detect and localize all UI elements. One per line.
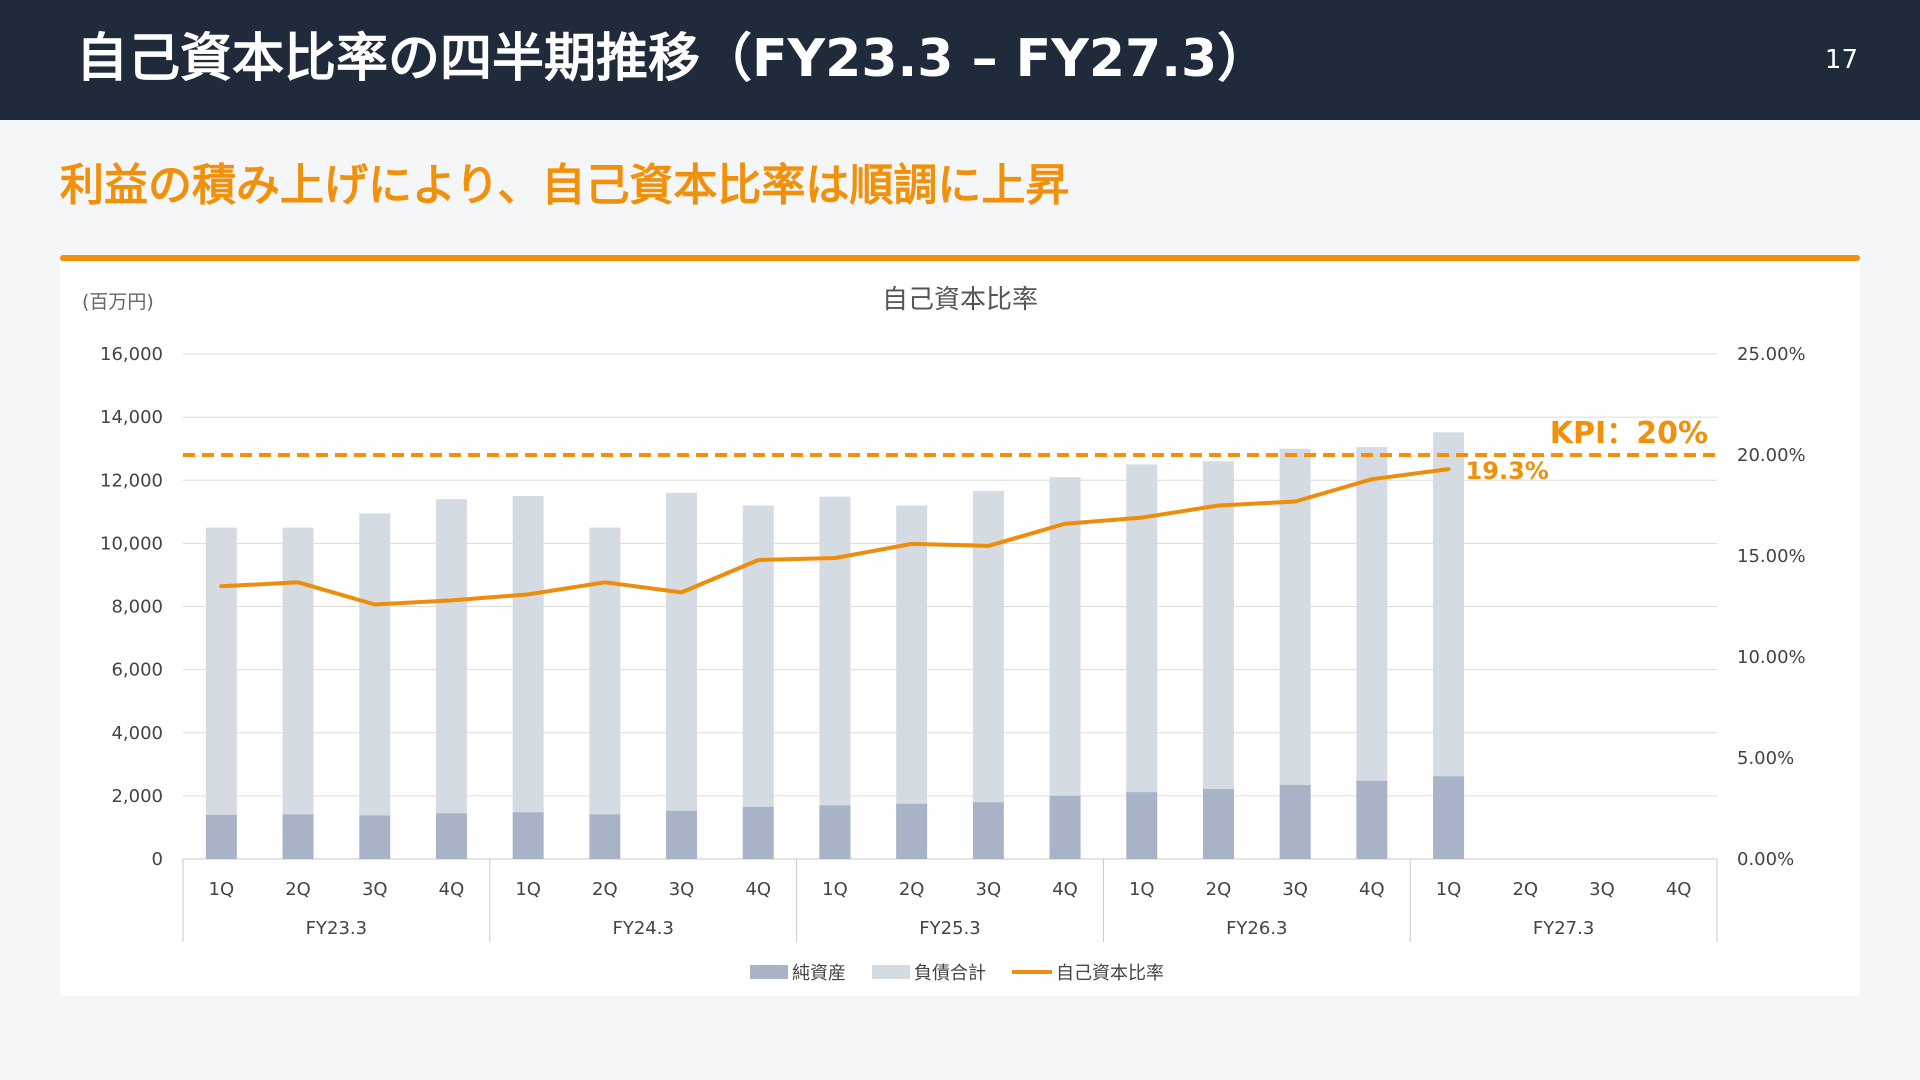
- y-right-tick-label: 15.00%: [1737, 546, 1806, 567]
- bar-liabilities: [1126, 464, 1158, 793]
- y-axis-unit-label: (百万円): [82, 291, 154, 313]
- bar-net-assets: [1202, 788, 1234, 859]
- bar-liabilities: [1279, 448, 1311, 785]
- x-group-label: FY24.3: [612, 918, 673, 939]
- equity-ratio-chart: 自己資本比率 (百万円) 0 2,000 4,000 6,000 8,000 10,000 12…: [82, 285, 1806, 984]
- x-tick-label: 4Q: [439, 879, 465, 900]
- bar-net-assets: [282, 814, 314, 859]
- bar-liabilities: [282, 527, 314, 815]
- x-tick-label: 2Q: [285, 879, 311, 900]
- bar-net-assets: [512, 812, 544, 859]
- x-tick-label: 4Q: [745, 879, 771, 900]
- legend-swatch-net-assets: [750, 965, 788, 979]
- chart-panel: 自己資本比率 (百万円) 0 2,000 4,000 6,000 8,000 10,000 12…: [60, 262, 1860, 996]
- y-left-tick-label: 16,000: [100, 344, 163, 365]
- bar-liabilities: [512, 496, 544, 813]
- x-tick-label: 3Q: [976, 879, 1002, 900]
- x-tick-label: 3Q: [362, 879, 388, 900]
- bar-net-assets: [1126, 792, 1158, 859]
- bar-net-assets: [359, 815, 391, 859]
- bar-net-assets: [1279, 784, 1311, 859]
- y-left-tick-label: 12,000: [100, 470, 163, 491]
- bar-net-assets: [666, 810, 698, 859]
- bar-liabilities: [435, 499, 467, 814]
- bar-liabilities: [1049, 477, 1081, 796]
- x-tick-label: 3Q: [1282, 879, 1308, 900]
- legend-label-equity-ratio: 自己資本比率: [1056, 963, 1164, 984]
- bar-net-assets: [819, 805, 851, 859]
- annotation-latest-ratio: 19.3%: [1466, 457, 1549, 485]
- y-right-tick-label: 5.00%: [1737, 748, 1794, 769]
- y-left-tick-label: 8,000: [111, 597, 163, 618]
- header-bar: 自己資本比率の四半期推移（FY23.3 – FY27.3） 17: [0, 0, 1920, 120]
- legend-swatch-liabilities: [872, 965, 910, 979]
- x-group-label: FY27.3: [1533, 918, 1594, 939]
- legend-label-liabilities: 負債合計: [914, 963, 986, 984]
- y-left-tick-label: 2,000: [111, 786, 163, 807]
- bar-liabilities: [896, 505, 928, 804]
- page-title: 自己資本比率の四半期推移（FY23.3 – FY27.3）: [76, 29, 1270, 89]
- bar-net-assets: [742, 806, 774, 859]
- bar-net-assets: [205, 814, 237, 859]
- x-tick-label: 4Q: [1666, 879, 1692, 900]
- bar-liabilities: [666, 492, 698, 811]
- y-right-tick-label: 0.00%: [1737, 849, 1794, 870]
- bar-liabilities: [972, 490, 1004, 803]
- x-tick-label: 4Q: [1359, 879, 1385, 900]
- x-tick-label: 2Q: [899, 879, 925, 900]
- x-tick-label: 4Q: [1052, 879, 1078, 900]
- bar-net-assets: [1049, 795, 1081, 859]
- bar-net-assets: [435, 813, 467, 859]
- bar-net-assets: [896, 803, 928, 859]
- x-tick-label: 3Q: [669, 879, 695, 900]
- chart-title: 自己資本比率: [882, 285, 1038, 315]
- bar-liabilities: [1202, 461, 1234, 789]
- x-group-label: FY26.3: [1226, 918, 1287, 939]
- bar-liabilities: [1433, 432, 1465, 777]
- bar-net-assets: [1433, 776, 1465, 859]
- x-tick-label: 2Q: [1512, 879, 1538, 900]
- bar-liabilities: [359, 513, 391, 816]
- y-right-tick-label: 20.00%: [1737, 445, 1806, 466]
- bar-net-assets: [1356, 780, 1388, 859]
- x-tick-label: 1Q: [1129, 879, 1155, 900]
- x-tick-label: 1Q: [209, 879, 235, 900]
- bar-liabilities: [819, 496, 851, 806]
- bar-liabilities: [742, 505, 774, 807]
- y-left-tick-label: 14,000: [100, 407, 163, 428]
- y-left-tick-label: 4,000: [111, 723, 163, 744]
- y-left-tick-label: 10,000: [100, 533, 163, 554]
- bar-liabilities: [205, 527, 237, 815]
- x-tick-label: 3Q: [1589, 879, 1615, 900]
- slide-subtitle: 利益の積み上げにより、自己資本比率は順調に上昇: [60, 160, 1070, 211]
- x-group-label: FY23.3: [306, 918, 367, 939]
- kpi-label: KPI：20%: [1550, 416, 1708, 451]
- bar-liabilities: [589, 527, 621, 815]
- page-number: 17: [1824, 45, 1858, 75]
- accent-divider: [60, 255, 1860, 261]
- y-right-tick-label: 25.00%: [1737, 344, 1806, 365]
- x-tick-label: 2Q: [592, 879, 618, 900]
- legend-label-net-assets: 純資産: [792, 963, 846, 984]
- x-tick-label: 2Q: [1206, 879, 1232, 900]
- bar-liabilities: [1356, 447, 1388, 781]
- x-tick-label: 1Q: [1436, 879, 1462, 900]
- y-left-tick-label: 0: [152, 849, 163, 870]
- x-tick-label: 1Q: [515, 879, 541, 900]
- x-tick-label: 1Q: [822, 879, 848, 900]
- y-right-tick-label: 10.00%: [1737, 647, 1806, 668]
- bar-net-assets: [589, 814, 621, 859]
- bar-net-assets: [972, 802, 1004, 859]
- x-group-label: FY25.3: [919, 918, 980, 939]
- y-left-tick-label: 6,000: [111, 660, 163, 681]
